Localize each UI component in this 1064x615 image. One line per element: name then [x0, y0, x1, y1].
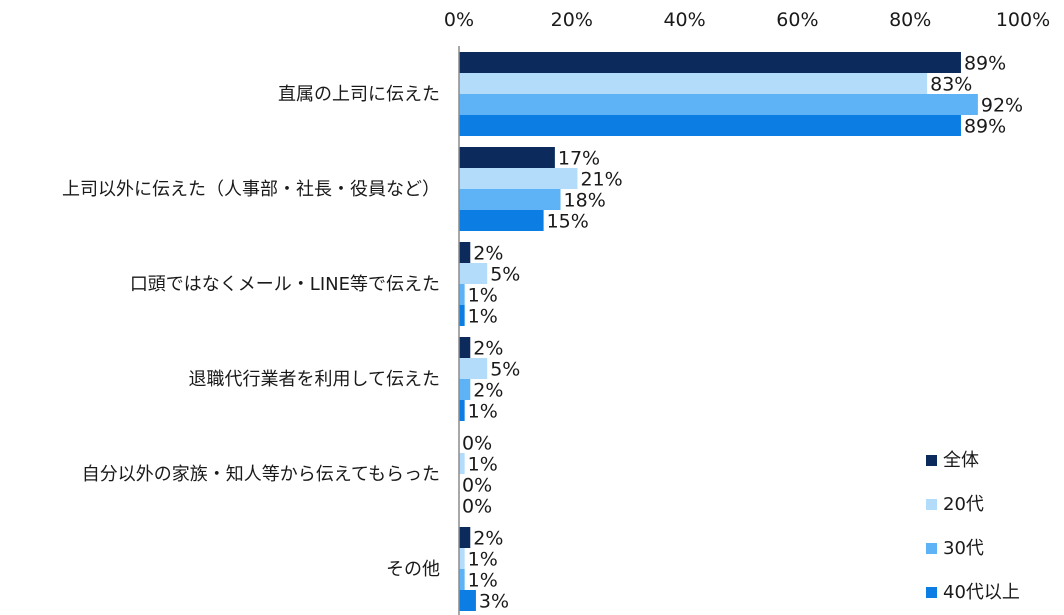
data-label: 2% [473, 528, 503, 550]
category-label: 口頭ではなくメール・LINE等で伝えた [130, 274, 440, 295]
legend-label: 30代 [943, 538, 984, 559]
data-label: 92% [981, 95, 1023, 117]
bar [459, 263, 488, 284]
bar [459, 337, 471, 358]
data-label: 1% [468, 306, 498, 328]
category-label: 上司以外に伝えた（人事部・社長・役員など） [62, 179, 440, 200]
data-label: 1% [468, 285, 498, 307]
data-label: 17% [558, 148, 600, 170]
data-label: 0% [462, 475, 492, 497]
bar [459, 115, 961, 136]
data-label: 21% [580, 169, 622, 191]
bar [459, 400, 465, 421]
data-labels: 89%83%92%89%17%21%18%15%2%5%1%1%2%5%2%1%… [462, 53, 1023, 613]
legend-label: 40代以上 [943, 582, 1020, 603]
bar [459, 73, 928, 94]
x-tick-label: 80% [889, 9, 931, 31]
legend-label: 全体 [943, 450, 979, 471]
legend-swatch [926, 455, 937, 466]
x-tick-label: 0% [444, 9, 474, 31]
x-tick-label: 20% [551, 9, 593, 31]
data-label: 1% [468, 570, 498, 592]
legend-label: 20代 [943, 494, 984, 515]
data-label: 5% [490, 359, 520, 381]
bar [459, 453, 465, 474]
bar [459, 168, 578, 189]
category-label: 退職代行業者を利用して伝えた [189, 369, 440, 390]
bar [459, 379, 471, 400]
data-label: 0% [462, 496, 492, 518]
data-label: 18% [564, 190, 606, 212]
x-axis-ticks: 0% 20% 40% 60% 80% 100% [444, 9, 1050, 31]
bar [459, 189, 561, 210]
data-label: 89% [964, 116, 1006, 138]
bar [459, 147, 555, 168]
data-label: 1% [468, 454, 498, 476]
category-label: 直属の上司に伝えた [278, 84, 440, 105]
bar [459, 94, 978, 115]
legend-swatch [926, 587, 937, 598]
data-label: 5% [490, 264, 520, 286]
x-tick-label: 100% [996, 9, 1050, 31]
bar [459, 305, 465, 326]
data-label: 89% [964, 53, 1006, 75]
data-label: 83% [930, 74, 972, 96]
data-label: 0% [462, 433, 492, 455]
data-label: 1% [468, 549, 498, 571]
legend-swatch [926, 543, 937, 554]
data-label: 2% [473, 243, 503, 265]
bars [459, 52, 978, 611]
bar [459, 52, 961, 73]
bar [459, 358, 488, 379]
bar [459, 210, 544, 231]
data-label: 2% [473, 380, 503, 402]
legend: 全体 20代 30代 40代以上 [926, 450, 1020, 603]
x-tick-label: 60% [776, 9, 818, 31]
x-tick-label: 40% [663, 9, 705, 31]
category-label: その他 [386, 559, 440, 580]
data-label: 15% [547, 211, 589, 233]
data-label: 1% [468, 401, 498, 423]
bar [459, 569, 465, 590]
bar [459, 590, 476, 611]
legend-swatch [926, 499, 937, 510]
bar [459, 548, 465, 569]
bar [459, 284, 465, 305]
data-label: 2% [473, 338, 503, 360]
data-label: 3% [479, 591, 509, 613]
category-label: 自分以外の家族・知人等から伝えてもらった [82, 464, 440, 485]
bar [459, 242, 471, 263]
bar [459, 527, 471, 548]
